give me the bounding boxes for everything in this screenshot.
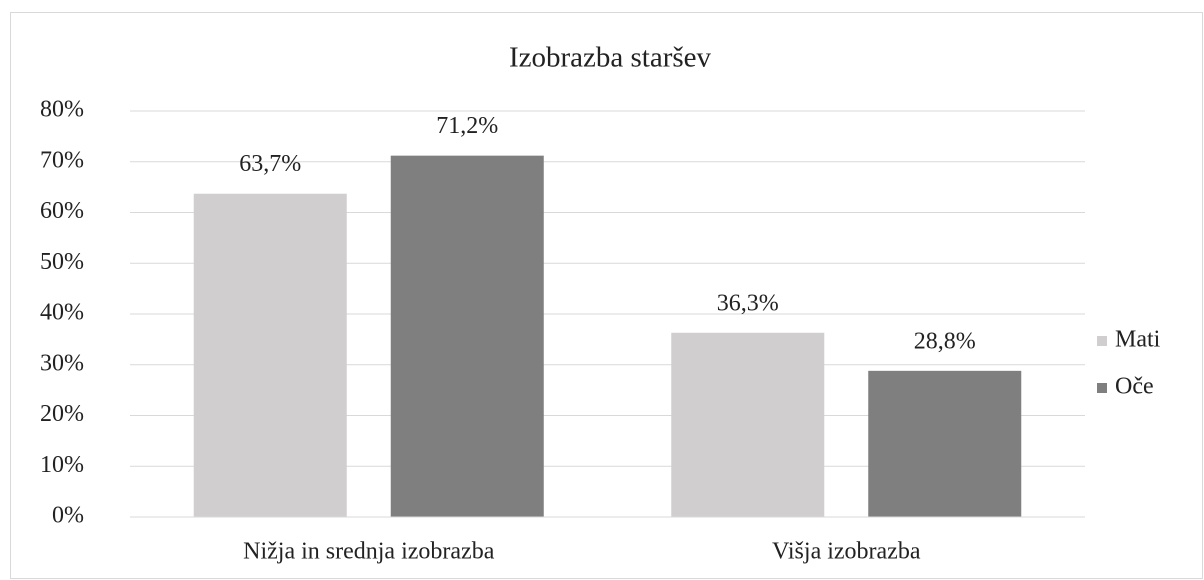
data-label: 36,3%	[717, 290, 779, 316]
data-label: 28,8%	[914, 328, 976, 354]
x-tick-label: Višja izobrazba	[772, 539, 921, 565]
y-tick-label: 10%	[40, 452, 84, 478]
y-tick-label: 30%	[40, 350, 84, 376]
y-tick-label: 80%	[40, 97, 84, 123]
legend-swatch	[1097, 383, 1107, 393]
bar	[390, 155, 544, 517]
legend-swatch	[1097, 336, 1107, 346]
y-tick-label: 70%	[40, 147, 84, 173]
data-label: 71,2%	[436, 113, 498, 139]
y-tick-label: 50%	[40, 249, 84, 275]
y-tick-label: 60%	[40, 198, 84, 224]
legend-label: Oče	[1115, 374, 1154, 400]
chart-title: Izobrazba staršev	[509, 42, 712, 74]
bar	[193, 193, 347, 517]
y-tick-label: 0%	[52, 503, 84, 529]
bar	[868, 370, 1022, 517]
chart-border	[10, 12, 1203, 579]
legend-label: Mati	[1115, 327, 1161, 353]
y-tick-label: 40%	[40, 300, 84, 326]
y-tick-label: 20%	[40, 401, 84, 427]
data-label: 63,7%	[239, 151, 301, 177]
x-tick-label: Nižja in srednja izobrazba	[243, 539, 495, 565]
bar	[671, 332, 825, 517]
